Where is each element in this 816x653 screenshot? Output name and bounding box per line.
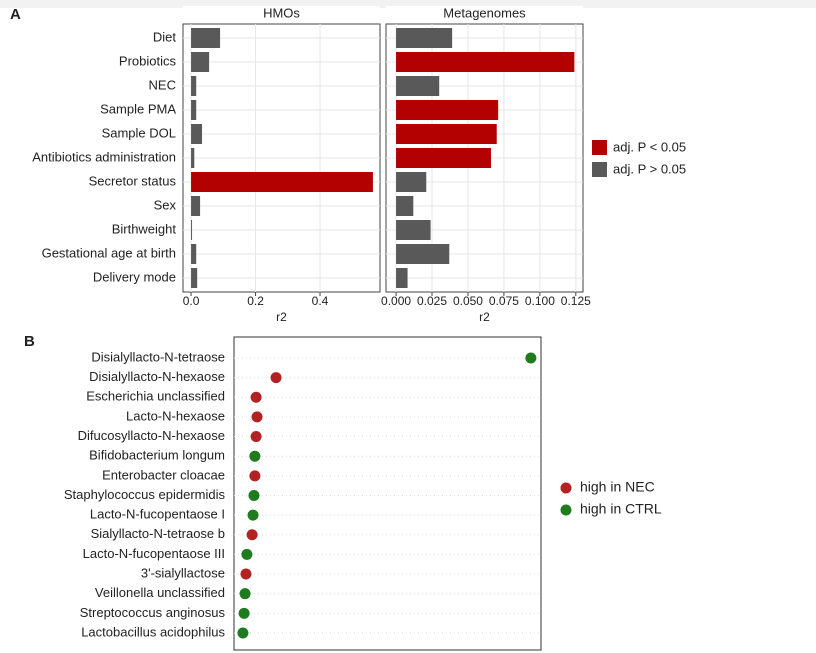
facet-title: Metagenomes: [443, 5, 526, 20]
bar: [191, 76, 197, 96]
y-tick-label: Sex: [154, 197, 177, 212]
y-tick-label: Birthweight: [112, 221, 177, 236]
y-tick-label: Probiotics: [119, 53, 177, 68]
panel: [233, 336, 542, 651]
x-tick-label: 0.0: [183, 294, 200, 308]
y-tick-label: 3'-sialyllactose: [141, 565, 225, 580]
point: [240, 568, 252, 580]
y-tick-label: Sample PMA: [100, 101, 176, 116]
bar: [396, 76, 440, 96]
bar: [191, 172, 373, 192]
x-tick-label: 0.025: [417, 294, 447, 308]
bar: [396, 28, 453, 48]
legend-swatch: [560, 482, 572, 494]
bar: [191, 148, 195, 168]
bar: [396, 148, 491, 168]
top-band: [0, 0, 816, 8]
x-tick-label: 0.125: [561, 294, 591, 308]
y-tick-label: Diet: [153, 29, 177, 44]
y-tick-label: Sialyllacto-N-tetraose b: [91, 526, 225, 541]
legend-swatch: [592, 162, 607, 177]
bar: [191, 196, 201, 216]
point: [237, 627, 249, 639]
bar: [396, 124, 497, 144]
legend-swatch: [560, 504, 572, 516]
y-tick-label: Antibiotics administration: [32, 149, 176, 164]
legend-label: adj. P < 0.05: [613, 139, 686, 154]
x-tick-label: 0.2: [247, 294, 264, 308]
legend-label: high in CTRL: [580, 501, 662, 517]
bar: [396, 220, 431, 240]
y-tick-label: Staphylococcus epidermidis: [64, 487, 226, 502]
facet-title: HMOs: [263, 5, 300, 20]
legend-label: adj. P > 0.05: [613, 161, 686, 176]
bar: [396, 244, 450, 264]
y-tick-label: Lactobacillus acidophilus: [81, 624, 225, 639]
bar: [191, 124, 203, 144]
y-tick-label: Lacto-N-fucopentaose I: [90, 507, 225, 522]
y-tick-label: Difucosyllacto-N-hexaose: [78, 428, 225, 443]
bar: [396, 172, 427, 192]
y-tick-label: Disialyllacto-N-tetraose: [91, 349, 225, 364]
y-tick-label: Lacto-N-fucopentaose III: [83, 546, 225, 561]
bar: [191, 100, 197, 120]
x-axis-label: r2: [276, 310, 287, 324]
x-axis-label: r2: [479, 310, 490, 324]
bar: [191, 220, 193, 240]
y-tick-label: Veillonella unclassified: [95, 585, 225, 600]
panel-label: B: [24, 333, 35, 350]
bar: [396, 52, 575, 72]
panel-label: A: [10, 6, 21, 23]
point: [249, 450, 261, 462]
point: [238, 607, 250, 619]
point: [250, 431, 262, 443]
bar: [191, 244, 197, 264]
bar: [191, 52, 210, 72]
point: [249, 470, 261, 482]
bar: [396, 268, 408, 288]
point: [251, 411, 263, 423]
strip: [183, 6, 380, 22]
y-tick-label: Disialyllacto-N-hexaose: [89, 369, 225, 384]
point: [248, 489, 260, 501]
y-tick-label: Delivery mode: [93, 269, 176, 284]
point: [241, 548, 253, 560]
bar: [191, 28, 221, 48]
point: [246, 529, 258, 541]
x-tick-label: 0.000: [381, 294, 411, 308]
x-tick-label: 0.4: [312, 294, 329, 308]
bar: [191, 268, 198, 288]
y-tick-label: NEC: [149, 77, 176, 92]
point: [525, 352, 537, 364]
y-tick-label: Sample DOL: [102, 125, 176, 140]
legend-label: high in NEC: [580, 479, 655, 495]
legend-swatch: [592, 140, 607, 155]
y-tick-label: Escherichia unclassified: [86, 389, 225, 404]
y-tick-label: Secretor status: [89, 173, 177, 188]
point: [239, 588, 251, 600]
x-tick-label: 0.050: [453, 294, 483, 308]
y-tick-label: Gestational age at birth: [42, 245, 176, 260]
point: [270, 372, 282, 384]
strip: [386, 6, 583, 22]
point: [247, 509, 259, 521]
bar: [396, 196, 414, 216]
x-tick-label: 0.075: [489, 294, 519, 308]
y-tick-label: Enterobacter cloacae: [102, 467, 225, 482]
point: [250, 391, 262, 403]
y-tick-label: Bifidobacterium longum: [89, 448, 225, 463]
y-tick-label: Streptococcus anginosus: [80, 605, 226, 620]
x-tick-label: 0.100: [525, 294, 555, 308]
y-tick-label: Lacto-N-hexaose: [126, 408, 225, 423]
bar: [396, 100, 499, 120]
